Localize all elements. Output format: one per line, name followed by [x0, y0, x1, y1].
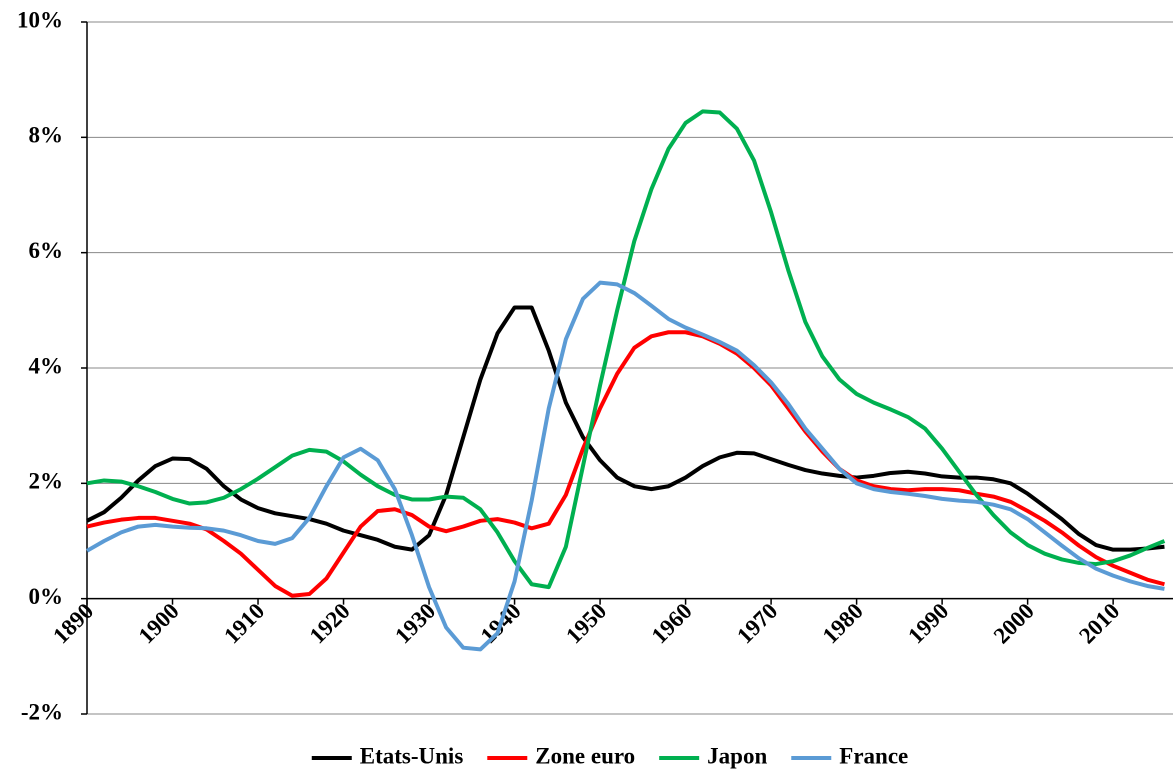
y-tick-label: -2%	[21, 699, 63, 724]
x-tick-label: 1970	[732, 598, 782, 648]
x-tick-label: 1920	[305, 598, 355, 648]
y-tick-label: 10%	[17, 7, 63, 32]
legend-label: Japon	[707, 743, 767, 768]
legend-label: France	[839, 743, 908, 768]
y-tick-label: 8%	[29, 123, 64, 148]
y-tick-label: 2%	[29, 469, 64, 494]
legend-label: Etats-Unis	[360, 743, 464, 768]
legend-label: Zone euro	[535, 743, 635, 768]
x-tick-label: 1930	[390, 598, 440, 648]
x-tick-label: 2000	[989, 598, 1039, 648]
line-series	[86, 280, 1165, 652]
line-series	[86, 305, 1165, 552]
y-tick-label: 0%	[29, 584, 64, 609]
x-tick-label: 1910	[219, 598, 269, 648]
y-tick-label: 6%	[29, 238, 64, 263]
x-tick-label: 1990	[903, 598, 953, 648]
x-tick-label: 2010	[1074, 598, 1124, 648]
x-tick-label: 1950	[561, 598, 611, 648]
y-tick-label: 4%	[29, 353, 64, 378]
x-tick-label: 1960	[647, 598, 697, 648]
x-tick-label: 1900	[134, 598, 184, 648]
x-tick-label: 1980	[818, 598, 868, 648]
line-series	[86, 109, 1166, 590]
line-series	[86, 330, 1165, 598]
